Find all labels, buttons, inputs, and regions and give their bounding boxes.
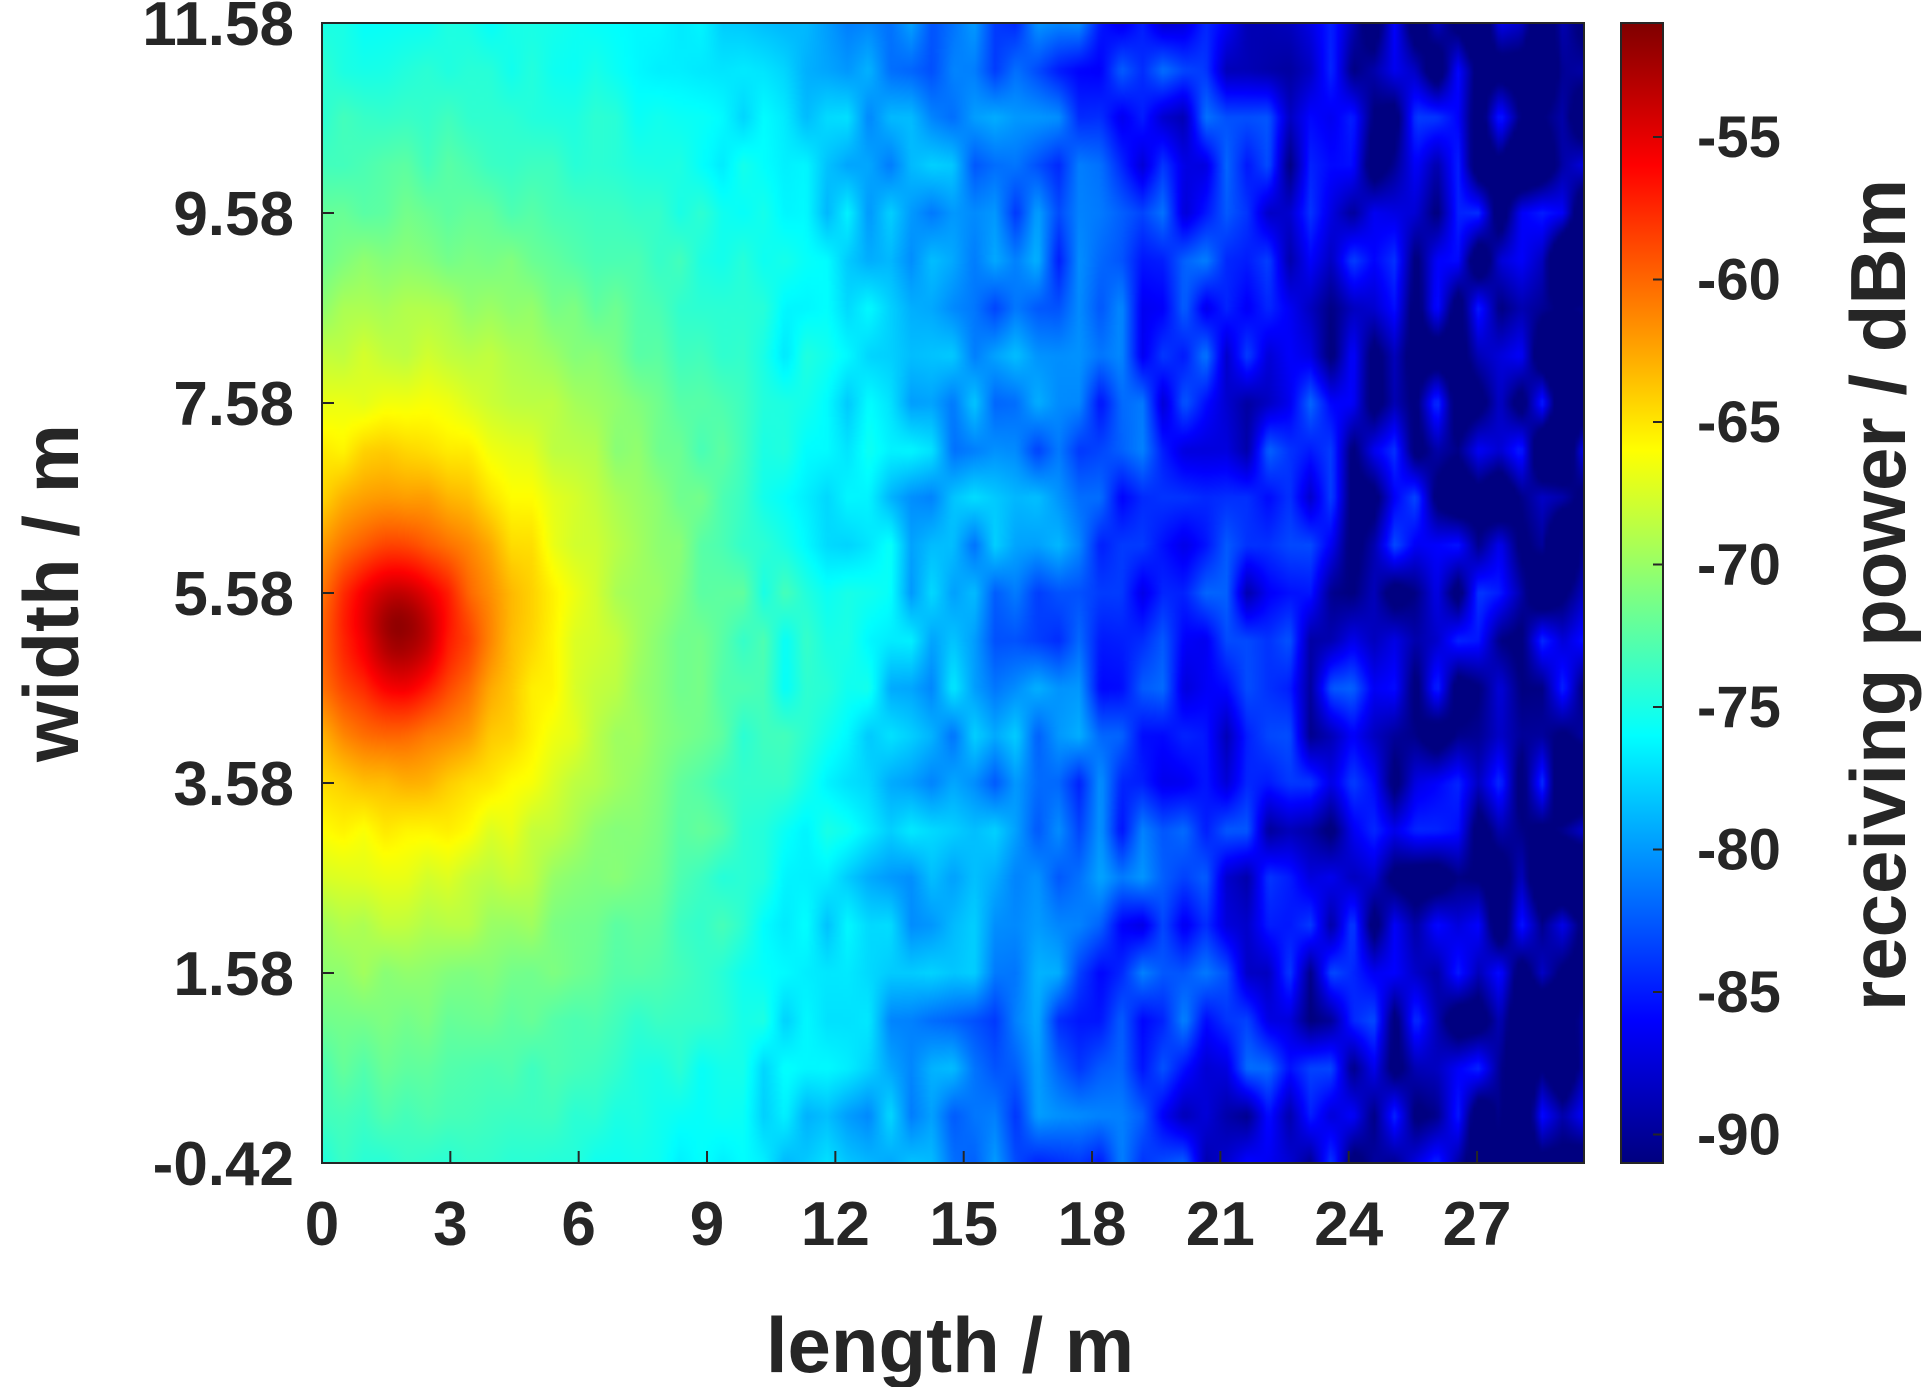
colorbar-tick-label: -75 — [1697, 675, 1781, 740]
colorbar-tick-label: -65 — [1697, 390, 1781, 455]
x-tick-label: 0 — [305, 1190, 339, 1259]
colorbar-tick-label: -80 — [1697, 818, 1781, 883]
colorbar-tick-label: -90 — [1697, 1103, 1781, 1168]
y-axis-ticks: -0.42 1.58 3.58 5.58 7.58 9.58 11.58 — [142, 0, 334, 1199]
x-tick-label: 27 — [1443, 1190, 1512, 1259]
colorbar-tick-label: -55 — [1697, 105, 1781, 170]
colorbar-ticks: -55 -60 -65 -70 -75 -80 -85 -90 — [1653, 105, 1781, 1168]
y-tick-label: 11.58 — [142, 0, 294, 59]
y-axis-title: width / m — [7, 424, 95, 763]
colorbar-gradient — [1620, 22, 1664, 1164]
y-tick-label: 3.58 — [173, 750, 294, 819]
x-axis-ticks: 0 3 6 9 12 15 18 21 24 27 — [305, 1151, 1512, 1259]
colorbar-title: receiving power / dBm — [1834, 179, 1922, 1011]
colorbar-tick-label: -70 — [1697, 533, 1781, 598]
colorbar: -55 -60 -65 -70 -75 -80 -85 -90 — [1620, 22, 1781, 1168]
x-tick-label: 24 — [1314, 1190, 1383, 1259]
x-tick-label: 3 — [433, 1190, 467, 1259]
y-tick-label: 1.58 — [173, 940, 294, 1009]
y-tick-label: 9.58 — [173, 180, 294, 249]
colorbar-tick-label: -60 — [1697, 248, 1781, 313]
colorbar-tick-label: -85 — [1697, 960, 1781, 1025]
x-tick-label: 15 — [929, 1190, 998, 1259]
x-tick-label: 18 — [1058, 1190, 1127, 1259]
y-tick-label: -0.42 — [153, 1130, 294, 1199]
heatmap-image — [322, 23, 1584, 1163]
x-tick-label: 12 — [801, 1190, 870, 1259]
y-tick-label: 7.58 — [173, 370, 294, 439]
heatmap-plot-area — [321, 22, 1585, 1164]
x-tick-label: 9 — [690, 1190, 724, 1259]
x-tick-label: 6 — [561, 1190, 595, 1259]
x-axis-title: length / m — [766, 1301, 1134, 1387]
x-tick-label: 21 — [1186, 1190, 1255, 1259]
y-tick-label: 5.58 — [173, 560, 294, 629]
